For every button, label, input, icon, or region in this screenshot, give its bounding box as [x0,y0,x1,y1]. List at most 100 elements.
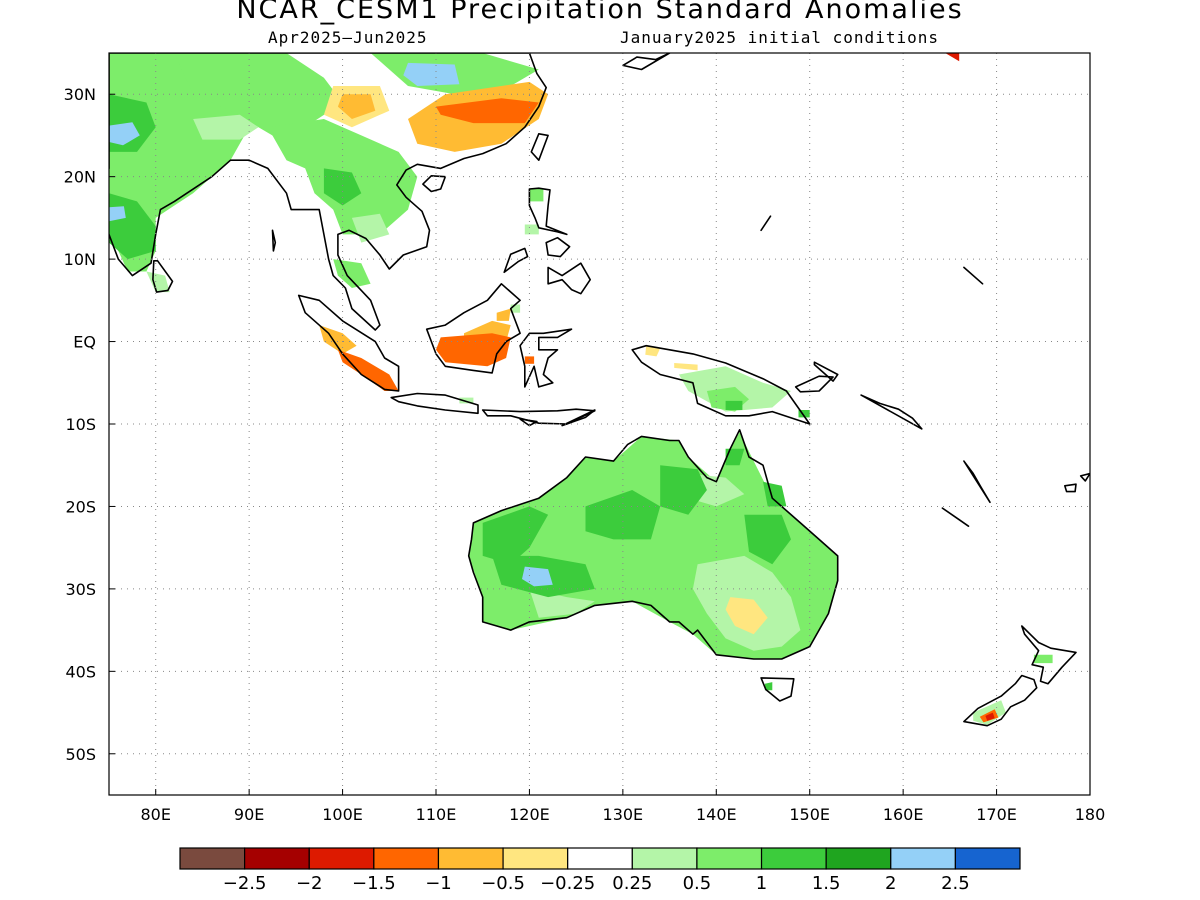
lon-tick-label: 140E [696,805,737,824]
coastline [467,429,839,660]
coastline [963,266,984,285]
colorbar-swatch [696,847,763,870]
lat-tick-label: 10N [64,250,96,269]
anomaly-region [436,333,511,367]
colorbar-swatch [244,847,310,870]
anomaly-region [725,448,745,466]
anomaly-region [725,597,768,635]
anomaly-region [764,682,773,691]
colorbar-label: 2 [885,873,896,894]
anomaly-region [109,206,126,222]
lat-tick-label: 10S [65,415,96,434]
coastline [519,328,573,388]
coastline [561,409,596,427]
anomaly-region [333,259,371,288]
coastline [1021,625,1077,685]
coastline [860,394,923,430]
lon-tick-label: 160E [883,805,924,824]
anomaly-region [945,53,960,62]
colorbar-label: −1 [425,873,452,894]
forecast-period: Apr2025–Jun2025 [268,28,428,47]
coastline [547,262,591,295]
coastline [422,175,447,193]
anomaly-region [109,122,140,146]
lat-tick-label: 40S [65,662,96,681]
chart-title: NCAR_CESM1 Precipitation Standard Anomal… [236,0,964,25]
coastline [109,53,547,331]
coastline [794,375,834,393]
lat-tick-label: EQ [73,333,96,352]
colorbar-swatch [437,847,504,870]
anomaly-region [337,349,399,391]
coastline [941,507,970,527]
anomaly-region [496,308,511,321]
colorbar: −2.5 −2 −1.5 −1 −0.5 −0.25 0.25 0.5 1 1.5 2 2.5 [179,847,1021,894]
coastline [530,133,549,161]
lon-tick-label: 80E [140,805,170,824]
anomaly-region [193,114,259,140]
colorbar-label: 2.5 [941,873,970,894]
lat-tick-label: 30S [65,580,96,599]
colorbar-swatch [954,847,1021,870]
anomaly-region [645,345,661,357]
anomaly-region [323,168,362,206]
colorbar-label: −0.5 [481,873,525,894]
colorbar-swatch [631,847,698,870]
coastline [503,247,529,274]
anomaly-region [660,465,707,515]
colorbar-swatch [567,847,633,870]
anomaly-region [985,712,995,721]
coastline [528,187,568,236]
anomaly-region [174,53,343,144]
colorbar-swatch [373,847,440,870]
lat-tick-label: 20S [65,497,96,516]
map-gridlines [109,53,1090,795]
colorbar-swatch [890,847,956,870]
initial-conditions: January2025 initial conditions [620,28,939,47]
coastline [1064,483,1077,493]
colorbar-label: 1 [756,873,767,894]
lon-tick-label: 110E [416,805,457,824]
anomaly-shading [109,53,1053,725]
anomaly-region [524,356,535,364]
anomaly-region [146,271,170,293]
colorbar-label: −1.5 [352,873,396,894]
colorbar-swatch [825,847,892,870]
colorbar-swatch [502,847,569,870]
coastlines [109,53,1090,727]
coastline [519,418,538,427]
colorbar-label: −2.5 [223,873,267,894]
anomaly-region [436,98,539,124]
lon-tick-label: 120E [509,805,550,824]
colorbar-swatch [308,847,375,870]
coastline [760,677,795,702]
anomaly-region [725,400,743,410]
coastline [297,294,400,392]
lat-tick-label: 50S [65,745,96,764]
coastline [813,361,839,382]
colorbar-label: 1.5 [812,873,841,894]
latitude-axis: 30N 20N 10N EQ 10S 20S 30S 40S 50S [64,85,115,764]
anomaly-region [674,363,698,371]
anomaly-region [585,490,661,540]
coastline [622,53,671,71]
colorbar-swatch [760,847,827,870]
coastline [481,408,596,425]
colorbar-label: −2 [296,873,323,894]
anomaly-region [529,189,544,202]
colorbar-label: −0.25 [540,873,595,894]
lat-tick-label: 30N [64,85,96,104]
anomaly-region [744,514,791,565]
anomaly-region [524,224,539,235]
longitude-axis: 80E 90E 100E 110E 120E 130E 140E 150E 160E 170E 18… [140,789,1105,824]
coastline [271,229,277,252]
coastline [631,344,811,425]
lon-tick-label: 100E [322,805,363,824]
coastline [1079,472,1090,482]
coastline [152,260,174,293]
lon-tick-label: 150E [789,805,830,824]
anomaly-region [337,94,376,119]
anomaly-region [1033,654,1053,664]
coastline [963,460,991,504]
